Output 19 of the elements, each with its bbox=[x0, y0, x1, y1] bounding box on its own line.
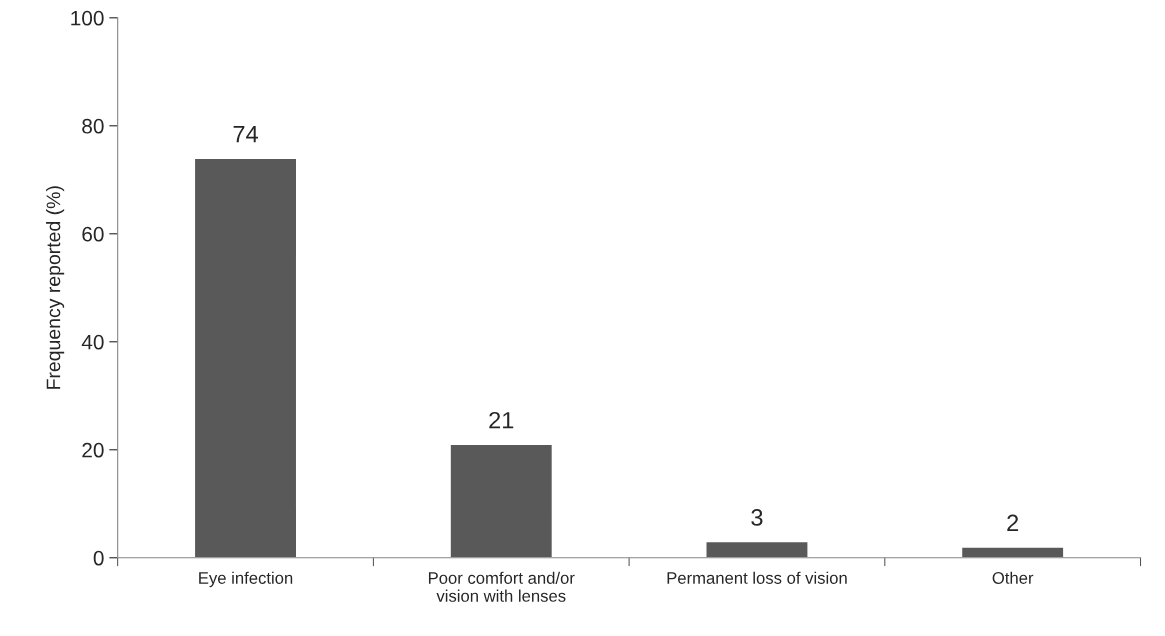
data-label: 2 bbox=[1007, 514, 1019, 531]
x-tick-label: Permanent loss of vision bbox=[667, 571, 847, 584]
data-label: 3 bbox=[751, 509, 763, 526]
bar bbox=[449, 443, 554, 558]
bar bbox=[705, 540, 809, 558]
y-tick-label: 20 bbox=[82, 442, 104, 458]
bar bbox=[193, 157, 298, 558]
y-tick-label: 0 bbox=[93, 550, 104, 566]
x-tick-label: Eye infection bbox=[199, 571, 293, 588]
x-tick-label: Other bbox=[992, 571, 1034, 584]
y-tick-label: 80 bbox=[82, 118, 104, 134]
x-tick-label: Poor comfort and/or vision with lenses bbox=[428, 571, 575, 602]
y-tick-label: 60 bbox=[82, 226, 104, 242]
y-tick-label: 40 bbox=[81, 334, 104, 350]
bar bbox=[960, 546, 1065, 558]
y-axis-title: Frequency reported (%) bbox=[46, 186, 65, 389]
data-label: 74 bbox=[233, 125, 258, 143]
data-label: 21 bbox=[489, 411, 514, 429]
y-tick-label: 100 bbox=[71, 10, 104, 26]
